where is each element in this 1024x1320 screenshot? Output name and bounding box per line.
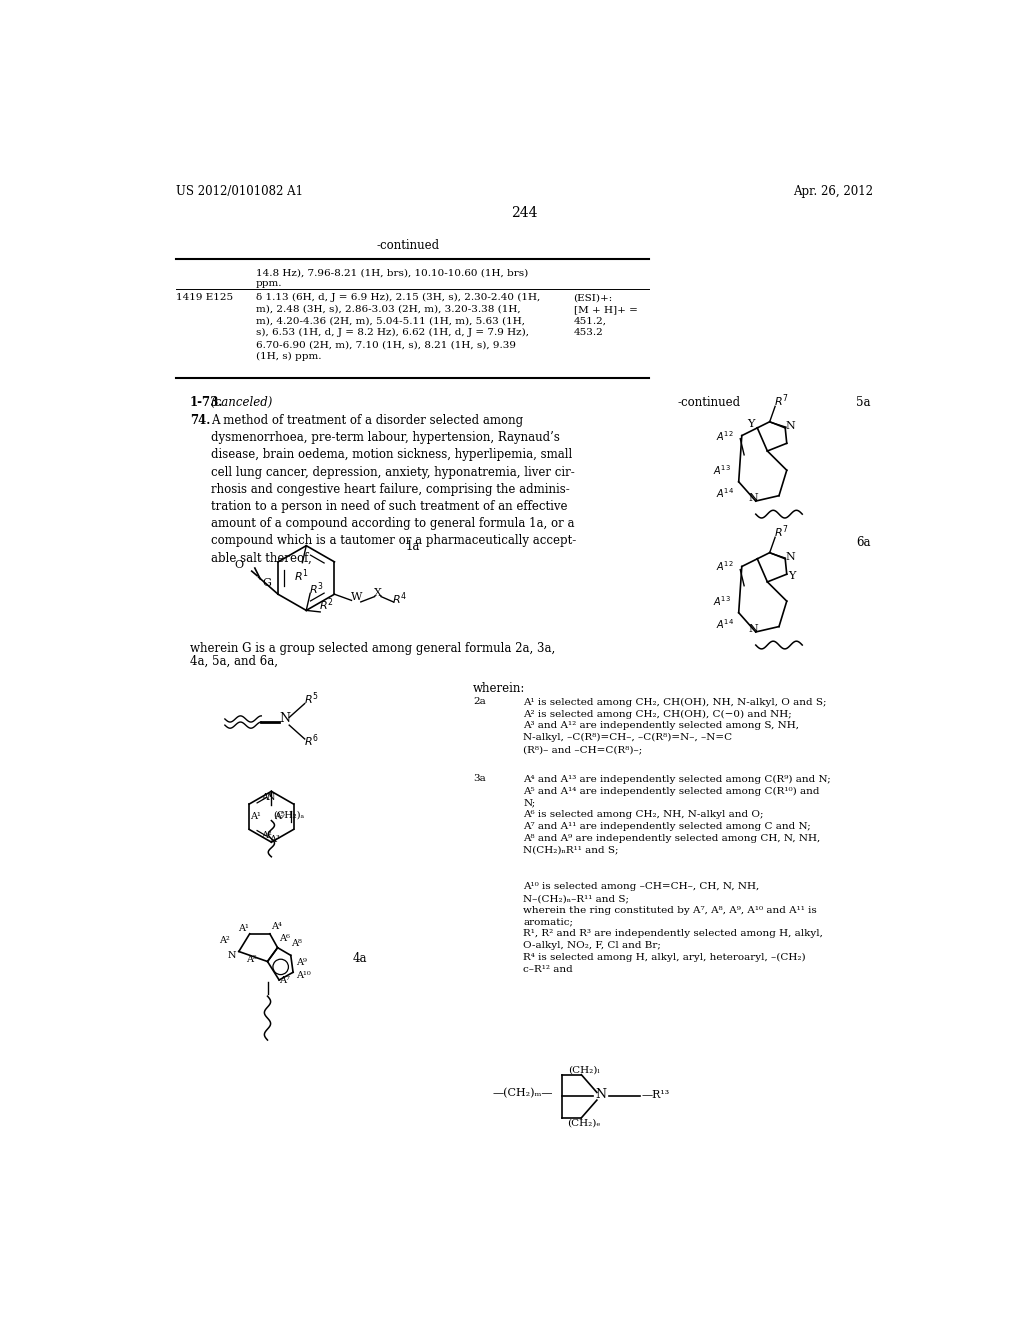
Text: A⁴ and A¹³ are independently selected among C(R⁹) and N;
A⁵ and A¹⁴ are independ: A⁴ and A¹³ are independently selected am…	[523, 775, 831, 854]
Text: 5a: 5a	[856, 396, 870, 409]
Text: O: O	[234, 560, 244, 570]
Text: -continued: -continued	[377, 239, 440, 252]
Text: 6a: 6a	[856, 536, 870, 549]
Text: (CH₂)ₐ: (CH₂)ₐ	[273, 810, 305, 820]
Text: N: N	[266, 793, 275, 803]
Text: N: N	[749, 494, 759, 503]
Text: $R^6$: $R^6$	[304, 733, 318, 748]
Text: $R^1$: $R^1$	[294, 568, 309, 583]
Text: δ 1.13 (6H, d, J = 6.9 Hz), 2.15 (3H, s), 2.30-2.40 (1H,
m), 2.48 (3H, s), 2.86-: δ 1.13 (6H, d, J = 6.9 Hz), 2.15 (3H, s)…	[256, 293, 540, 360]
Text: A¹⁰ is selected among –CH=CH–, CH, N, NH,
N–(CH₂)ₙ–R¹¹ and S;
wherein the ring c: A¹⁰ is selected among –CH=CH–, CH, N, NH…	[523, 882, 823, 974]
Text: 4a, 5a, and 6a,: 4a, 5a, and 6a,	[190, 655, 278, 668]
Text: $A^{14}$: $A^{14}$	[716, 618, 734, 631]
Text: 1419 E125: 1419 E125	[176, 293, 233, 302]
Text: W: W	[350, 593, 362, 602]
Text: 244: 244	[512, 206, 538, 220]
Text: (CH₂)ₗ: (CH₂)ₗ	[567, 1065, 600, 1074]
Text: $R^7$: $R^7$	[774, 392, 790, 409]
Text: X: X	[374, 587, 382, 598]
Text: A⁵: A⁵	[247, 954, 257, 964]
Text: $R^5$: $R^5$	[304, 690, 318, 708]
Text: 1-73.: 1-73.	[190, 396, 223, 409]
Text: wherein G is a group selected among general formula 2a, 3a,: wherein G is a group selected among gene…	[190, 642, 555, 655]
Text: Y: Y	[746, 418, 755, 429]
Text: $A^{12}$: $A^{12}$	[716, 429, 734, 442]
Text: $R^4$: $R^4$	[392, 590, 407, 607]
Text: 1a: 1a	[406, 540, 420, 553]
Text: A¹ is selected among CH₂, CH(OH), NH, N-alkyl, O and S;
A² is selected among CH₂: A¹ is selected among CH₂, CH(OH), NH, N-…	[523, 697, 826, 754]
Text: N: N	[785, 552, 795, 562]
Text: (canceled): (canceled)	[211, 396, 273, 409]
Text: $A^{13}$: $A^{13}$	[713, 594, 731, 609]
Text: $A^{14}$: $A^{14}$	[716, 487, 734, 500]
Text: A¹: A¹	[250, 812, 261, 821]
Text: -continued: -continued	[678, 396, 740, 409]
Text: N: N	[785, 421, 795, 432]
Text: $R^2$: $R^2$	[318, 595, 333, 612]
Text: A⁴: A⁴	[261, 793, 272, 803]
Text: ppm.: ppm.	[256, 280, 283, 288]
Text: $R^3$: $R^3$	[309, 581, 325, 597]
Text: 74.: 74.	[190, 414, 210, 428]
Text: A⁹: A⁹	[296, 957, 307, 966]
Text: US 2012/0101082 A1: US 2012/0101082 A1	[176, 185, 303, 198]
Text: A⁴: A⁴	[271, 923, 283, 931]
Text: $R^7$: $R^7$	[774, 524, 790, 540]
Text: Apr. 26, 2012: Apr. 26, 2012	[794, 185, 873, 198]
Text: A method of treatment of a disorder selected among
dysmenorrhoea, pre-term labou: A method of treatment of a disorder sele…	[211, 414, 577, 565]
Text: N: N	[280, 713, 290, 726]
Text: A¹⁰: A¹⁰	[296, 972, 311, 981]
Text: N: N	[227, 952, 236, 961]
Text: N: N	[749, 624, 759, 635]
Text: (CH₂)ₑ: (CH₂)ₑ	[567, 1118, 600, 1127]
Text: A¹: A¹	[238, 924, 249, 933]
Text: A²: A²	[219, 936, 229, 945]
Text: A⁷: A⁷	[280, 975, 290, 985]
Text: A⁵: A⁵	[274, 812, 285, 821]
Text: $A^{13}$: $A^{13}$	[713, 463, 731, 477]
Text: 4a: 4a	[352, 952, 368, 965]
Text: wherein:: wherein:	[473, 682, 525, 696]
Text: 14.8 Hz), 7.96-8.21 (1H, brs), 10.10-10.60 (1H, brs): 14.8 Hz), 7.96-8.21 (1H, brs), 10.10-10.…	[256, 268, 528, 277]
Text: A²: A²	[261, 832, 272, 841]
Text: 2a: 2a	[473, 697, 485, 706]
Text: N: N	[595, 1088, 606, 1101]
Text: A⁸: A⁸	[291, 939, 302, 948]
Text: A⁶: A⁶	[280, 935, 290, 944]
Text: 3a: 3a	[473, 775, 485, 783]
Text: $A^{12}$: $A^{12}$	[716, 560, 734, 573]
Text: —R¹³: —R¹³	[641, 1090, 670, 1100]
Text: Y: Y	[788, 570, 796, 581]
Text: —(CH₂)ₘ—: —(CH₂)ₘ—	[493, 1088, 554, 1098]
Text: A³: A³	[269, 836, 281, 845]
Text: (ESI)+:
[M + H]+ =
451.2,
453.2: (ESI)+: [M + H]+ = 451.2, 453.2	[573, 293, 638, 337]
Text: G: G	[263, 578, 271, 589]
